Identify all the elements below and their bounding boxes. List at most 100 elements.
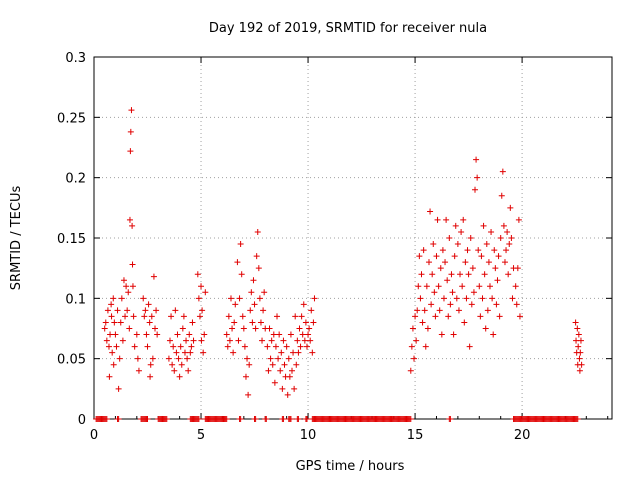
data-point (303, 343, 310, 350)
data-point (416, 253, 423, 260)
data-point (247, 307, 254, 314)
zero-point (223, 416, 230, 422)
data-point (296, 325, 303, 332)
data-point (129, 222, 136, 229)
data-point (430, 241, 437, 248)
data-point (181, 349, 188, 356)
zero-point (574, 416, 581, 422)
data-point (451, 253, 458, 260)
data-point (443, 216, 450, 223)
data-point (116, 355, 123, 362)
data-point (446, 235, 453, 241)
data-point (309, 349, 316, 356)
data-point (184, 355, 191, 362)
data-point (422, 343, 429, 350)
data-point (172, 307, 179, 314)
data-point (142, 307, 149, 314)
chart-title: Day 192 of 2019, SRMTID for receiver nul… (209, 21, 487, 36)
data-point (248, 289, 255, 296)
data-point (500, 222, 507, 229)
data-point (479, 295, 486, 302)
data-point (294, 337, 301, 344)
data-point (146, 319, 153, 326)
data-point (195, 295, 202, 302)
data-point (122, 313, 129, 320)
data-point (180, 313, 187, 320)
data-point (292, 313, 299, 320)
data-point (408, 343, 415, 350)
data-point (269, 361, 276, 368)
data-point (124, 307, 131, 314)
data-point (245, 391, 252, 398)
data-point (576, 355, 583, 362)
data-point (108, 313, 115, 320)
data-point (230, 349, 237, 356)
x-tick-label: 15 (407, 428, 424, 443)
data-point (232, 301, 239, 308)
data-point (224, 343, 231, 350)
data-point (190, 337, 197, 344)
data-point (418, 271, 425, 278)
y-axis-label: SRMTID / TECUs (9, 186, 24, 291)
data-point (474, 174, 481, 181)
data-point (484, 307, 491, 314)
data-point (431, 289, 438, 296)
y-tick-label: 0.15 (57, 232, 86, 247)
data-point (253, 253, 260, 260)
data-point (236, 295, 243, 302)
grid (94, 57, 612, 419)
data-point (409, 325, 416, 332)
data-point (285, 355, 292, 362)
data-point (104, 307, 111, 314)
data-point (442, 259, 449, 266)
data-point (235, 337, 242, 344)
data-point (463, 295, 470, 302)
data-point (257, 319, 264, 326)
data-point (493, 301, 500, 308)
data-point (423, 283, 430, 290)
data-point (478, 253, 485, 260)
axis-ticks: 0 5 10 15 20 0 0.05 0.1 0.15 0.2 0.25 0.3 (57, 51, 612, 443)
data-point (492, 265, 499, 272)
x-axis-label: GPS time / hours (296, 459, 405, 474)
zero-point (407, 416, 414, 422)
data-point (308, 307, 315, 314)
data-point (473, 156, 480, 163)
data-point (434, 216, 441, 223)
data-point (250, 277, 257, 284)
data-point (311, 295, 318, 302)
data-point (514, 265, 521, 272)
data-point (249, 319, 256, 326)
data-point (458, 228, 465, 235)
x-tick-label: 10 (300, 428, 317, 443)
data-point (497, 235, 504, 241)
zero-point (252, 416, 259, 422)
data-point (252, 325, 259, 332)
data-point (302, 319, 309, 326)
data-point (413, 337, 420, 344)
data-point (508, 235, 515, 241)
data-point (176, 373, 183, 380)
data-point (130, 313, 137, 320)
data-point (256, 295, 263, 302)
data-point (301, 337, 308, 344)
data-point (134, 355, 141, 362)
data-point (199, 307, 206, 314)
data-point (454, 241, 461, 248)
data-point (113, 343, 120, 350)
data-point (175, 355, 182, 362)
data-point (578, 361, 585, 368)
data-point (277, 367, 284, 374)
data-point (462, 259, 469, 266)
data-point (111, 319, 118, 326)
data-point (438, 331, 445, 338)
data-point (300, 301, 307, 308)
data-point (470, 289, 477, 296)
data-point (131, 343, 138, 350)
data-point (108, 301, 115, 308)
data-point (194, 271, 201, 278)
data-point (274, 313, 281, 320)
data-point (574, 325, 581, 332)
data-point (187, 349, 194, 356)
